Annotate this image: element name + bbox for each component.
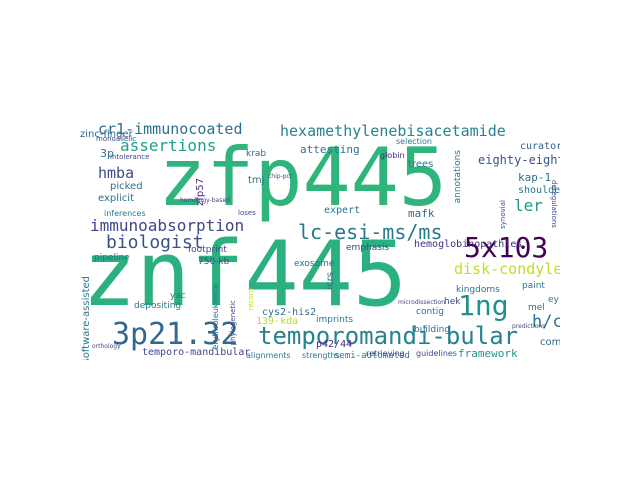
word-depositing: depositing bbox=[134, 301, 182, 311]
word-explicit: explicit bbox=[98, 193, 134, 204]
word-chip-pcr: chip-pcr bbox=[268, 173, 293, 180]
word-synovial: synovial bbox=[499, 200, 507, 229]
word-ey: ey bbox=[548, 295, 559, 305]
word-paint: paint bbox=[522, 281, 545, 291]
word-temporomandi-bular: temporomandi-bular bbox=[258, 322, 519, 350]
word-temporo-mandibular: temporo-mandibular bbox=[142, 347, 251, 358]
word-shoulder: shoulder bbox=[518, 185, 560, 196]
word-semi-automated: semi-automated bbox=[334, 351, 410, 361]
word-disk-condyle: disk-condyle bbox=[454, 260, 560, 278]
word-exosome: exosome bbox=[294, 259, 335, 269]
word-microdissection: microdissection bbox=[398, 299, 446, 306]
word-predictions: predictions bbox=[512, 323, 546, 330]
word-tmj: tmj bbox=[248, 175, 265, 186]
word-cloud: znf445 zfp445 temporomandi-bular 3p21.32… bbox=[80, 120, 560, 360]
word-znf445: znf445 bbox=[82, 222, 408, 327]
word-guidelines: guidelines bbox=[416, 349, 457, 358]
word-alignments: alignments bbox=[246, 351, 291, 360]
word-footprint: footprint bbox=[188, 245, 227, 255]
word-monoallelic: monoallelic bbox=[96, 135, 137, 143]
word-139-kda: 139-kda bbox=[256, 316, 299, 327]
word-comt: comt bbox=[540, 337, 560, 348]
word-erythroleukemia: erythroleukemia bbox=[211, 284, 220, 350]
word-orthology: orthology bbox=[92, 343, 121, 350]
word-3p21-32: 3p21.32 bbox=[112, 317, 239, 352]
word-homology-based: homology-based bbox=[180, 197, 230, 204]
word-mafk: mafk bbox=[408, 207, 435, 220]
word-1ng: 1ng bbox=[458, 289, 509, 322]
word-lc-esi-ms-ms: lc-esi-ms/ms bbox=[298, 220, 443, 244]
word-imprints: imprints bbox=[316, 315, 354, 325]
word-picked: picked bbox=[110, 181, 143, 192]
word-contig: contig bbox=[416, 307, 444, 317]
word-hmba: hmba bbox=[98, 164, 135, 182]
word-3p: 3p bbox=[100, 147, 114, 160]
word-p42-44: p42/44 bbox=[316, 339, 353, 350]
word-ler: ler bbox=[514, 196, 543, 215]
word-kap-1: kap-1 bbox=[518, 171, 552, 184]
word-emphasis: emphasis bbox=[346, 243, 390, 253]
word-assertions: assertions bbox=[120, 136, 217, 155]
word-record: record bbox=[247, 288, 255, 311]
word-trees: trees bbox=[408, 159, 434, 170]
word-zfp445: zfp445 bbox=[158, 131, 447, 224]
word-eighty-eight: eighty-eight bbox=[478, 153, 560, 167]
word-immunoabsorption: immunoabsorption bbox=[90, 216, 245, 235]
word-loses: loses bbox=[238, 209, 256, 217]
word-globin: globin bbox=[380, 151, 405, 160]
word-krab: krab bbox=[246, 149, 267, 159]
word-intolerance: intolerance bbox=[110, 153, 150, 161]
word-mel: mel bbox=[528, 303, 545, 313]
word-attesting: attesting bbox=[300, 143, 360, 156]
word-expert: expert bbox=[324, 205, 361, 216]
word-kingdoms: kingdoms bbox=[456, 285, 500, 295]
word-cys2-his2: cys2-his2 bbox=[262, 307, 317, 318]
word-retrieving: retrieving bbox=[366, 349, 405, 358]
word-pipeline: pipeline bbox=[94, 253, 130, 263]
word-framework: framework bbox=[458, 347, 518, 360]
word-hemoglobinopathies: hemoglobinopathies bbox=[414, 239, 523, 250]
word-deregulations: deregulations bbox=[550, 180, 558, 228]
word-750-kb: 750-kb bbox=[198, 257, 230, 267]
word-building: building bbox=[414, 325, 451, 335]
word-cr1-immunocoated: cr1-immunocoated bbox=[98, 120, 243, 138]
word-biologist: biologist bbox=[106, 232, 204, 253]
word-yac: yac bbox=[170, 291, 186, 301]
word-5x103: 5x103 bbox=[464, 231, 549, 264]
word-zfp57: zfp57 bbox=[195, 178, 206, 206]
word-annotations: annotations bbox=[453, 150, 463, 204]
word-inferences: inferences bbox=[104, 209, 146, 218]
word-software-assisted: software-assisted bbox=[81, 276, 92, 360]
word-h-c: h/c bbox=[532, 312, 560, 332]
word-zinc-finger: zinc-finger bbox=[80, 129, 133, 140]
word-selection: selection bbox=[396, 137, 432, 146]
word-phylogenetic: phylogenetic bbox=[229, 300, 237, 346]
word-icrs: icrs bbox=[325, 272, 336, 290]
word-strengths: strengths bbox=[302, 351, 340, 360]
word-hexamethylenebisacetamide: hexamethylenebisacetamide bbox=[280, 122, 506, 140]
word-hek: hek bbox=[444, 297, 461, 307]
